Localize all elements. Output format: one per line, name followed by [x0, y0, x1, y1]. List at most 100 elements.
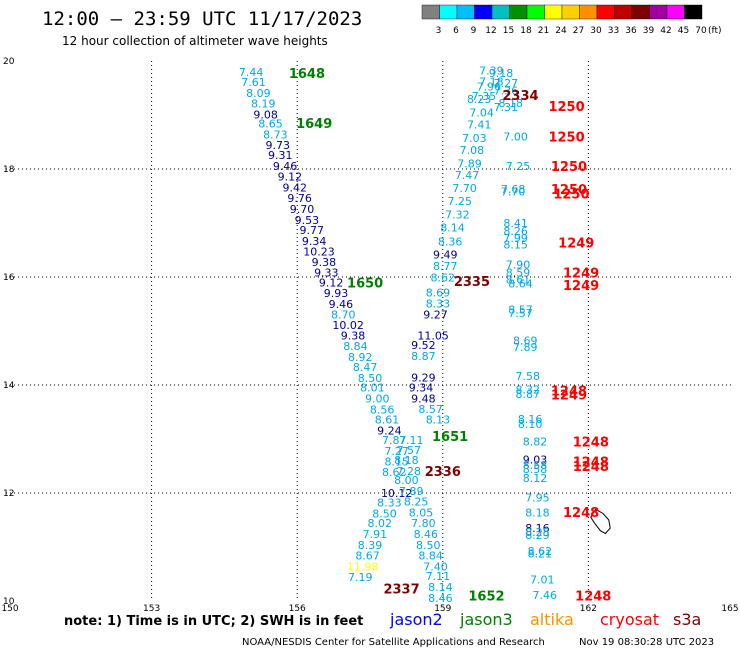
wave-height-value: 9.08 — [253, 108, 278, 121]
wave-height-value: 9.24 — [377, 424, 402, 437]
wave-height-value: 9.42 — [283, 181, 308, 194]
scale-value: 6 — [453, 26, 459, 36]
chart-subtitle: 12 hour collection of altimeter wave hei… — [62, 34, 328, 48]
wave-height-value: 9.12 — [319, 276, 344, 289]
x-tick-label: 162 — [580, 604, 597, 614]
wave-height-value: 9.48 — [411, 393, 436, 406]
y-tick-label: 20 — [3, 57, 15, 67]
wave-height-value: 8.33 — [426, 297, 451, 310]
wave-height-value: 8.62 — [431, 272, 456, 285]
wave-height-value: 8.01 — [360, 382, 385, 395]
wave-height-value: 7.57 — [397, 444, 422, 457]
track-label: 1248 — [575, 590, 611, 605]
track-label: 1249 — [563, 279, 599, 294]
wave-height-value: 8.58 — [523, 463, 548, 476]
y-tick-label: 14 — [3, 381, 15, 391]
track-label: 1250 — [548, 100, 584, 115]
scale-value: 30 — [590, 26, 602, 36]
wave-height-value: 8.05 — [409, 506, 434, 519]
wave-height-value: 8.61 — [375, 414, 400, 427]
wave-height-value: 7.19 — [348, 571, 373, 584]
wave-height-value: 8.70 — [331, 308, 356, 321]
wave-height-value: 8.62 — [382, 466, 407, 479]
wave-height-value: 7.27 — [384, 445, 409, 458]
wave-height-value: 7.95 — [525, 491, 550, 504]
wave-height-value: 10.02 — [332, 319, 364, 332]
track-label: 1650 — [347, 276, 383, 291]
track-label: 1651 — [432, 430, 468, 445]
track-label: 2334 — [502, 89, 538, 104]
track-label: 2337 — [383, 583, 419, 598]
wave-height-value: 7.89 — [457, 158, 482, 171]
wave-height-value: 8.13 — [426, 414, 451, 427]
wave-height-value: 9.34 — [409, 382, 434, 395]
wave-height-value: 8.67 — [355, 550, 380, 563]
wave-height-value: 9.46 — [273, 160, 298, 173]
wave-height-value: 8.64 — [508, 277, 533, 290]
wave-height-value: 9.29 — [411, 371, 436, 384]
track-label: 1248 — [573, 456, 609, 471]
scale-value: 45 — [678, 26, 689, 36]
legend-altika: altika — [530, 610, 574, 629]
scale-value: 36 — [625, 26, 637, 36]
scale-swatch — [649, 4, 668, 20]
footer-credit: NOAA/NESDIS Center for Satellite Applica… — [242, 637, 545, 648]
wave-height-value: 8.59 — [506, 267, 531, 280]
wave-height-value: 8.39 — [358, 539, 383, 552]
wave-height-value: 8.73 — [263, 128, 288, 141]
axis-tick-labels: 150 153 156 159 162 165 10 12 14 16 18 20 — [1, 57, 738, 614]
scale-swatch — [421, 4, 440, 20]
plot-grid — [6, 61, 734, 601]
legend-jason2: jason2 — [389, 610, 443, 629]
wave-height-value: 7.25 — [506, 160, 531, 173]
wave-height-value: 7.40 — [423, 560, 448, 573]
wave-height-value: 7.89 — [399, 485, 424, 498]
scale-swatch — [596, 4, 615, 20]
scale-swatch — [666, 4, 685, 20]
footer-note: note: 1) Time is in UTC; 2) SWH is in fe… — [64, 614, 363, 629]
wave-height-value: 8.00 — [394, 474, 419, 487]
wave-height-value: 8.41 — [503, 217, 528, 230]
wave-height-value: 8.19 — [251, 98, 276, 111]
wave-height-value: 7.32 — [445, 208, 470, 221]
wave-height-value: 7.87 — [382, 434, 407, 447]
wave-height-value: 8.14 — [440, 221, 465, 234]
wave-height-value: 7.44 — [239, 66, 264, 79]
wave-height-value: 8.10 — [518, 418, 543, 431]
wave-height-value: 8.65 — [258, 118, 283, 131]
wave-height-value: 8.32 — [515, 383, 540, 396]
track-label: 1249 — [563, 267, 599, 282]
wave-height-value: 7.58 — [515, 370, 540, 383]
wave-height-value: 8.56 — [370, 403, 395, 416]
scale-value: 18 — [520, 26, 532, 36]
wave-height-value: 8.16 — [525, 522, 550, 535]
wave-height-value: 7.18 — [479, 76, 504, 89]
scale-value: 12 — [485, 26, 496, 36]
wave-height-value: 7.11 — [399, 434, 424, 447]
scale-swatch — [579, 4, 598, 20]
scale-swatch — [509, 4, 528, 20]
wave-height-value: 8.47 — [353, 361, 378, 374]
track-label: 1250 — [551, 183, 587, 198]
track-label: 1248 — [573, 460, 609, 475]
footer-timestamp: Nov 19 08:30:28 UTC 2023 — [579, 637, 714, 648]
wave-height-value: 9.46 — [329, 298, 354, 311]
wave-height-value: 8.57 — [508, 303, 533, 316]
scale-swatch — [631, 4, 650, 20]
wave-height-value: 7.03 — [462, 132, 487, 145]
scale-value: 33 — [608, 26, 619, 36]
scale-swatch — [526, 4, 545, 20]
y-tick-label: 18 — [3, 165, 15, 175]
wave-height-value: 7.90 — [506, 259, 531, 272]
scale-value: 21 — [538, 26, 549, 36]
wave-height-value: 8.69 — [426, 287, 451, 300]
scale-swatch — [561, 4, 580, 20]
wave-height-value: 8.62 — [528, 545, 553, 558]
wave-height-value: 7.47 — [455, 169, 480, 182]
x-tick-label: 165 — [721, 604, 738, 614]
chart-title: 12:00 – 23:59 UTC 11/17/2023 — [42, 8, 362, 30]
scale-value: 24 — [555, 26, 567, 36]
wave-height-value: 11.05 — [417, 329, 449, 342]
wave-height-value: 8.69 — [513, 335, 538, 348]
